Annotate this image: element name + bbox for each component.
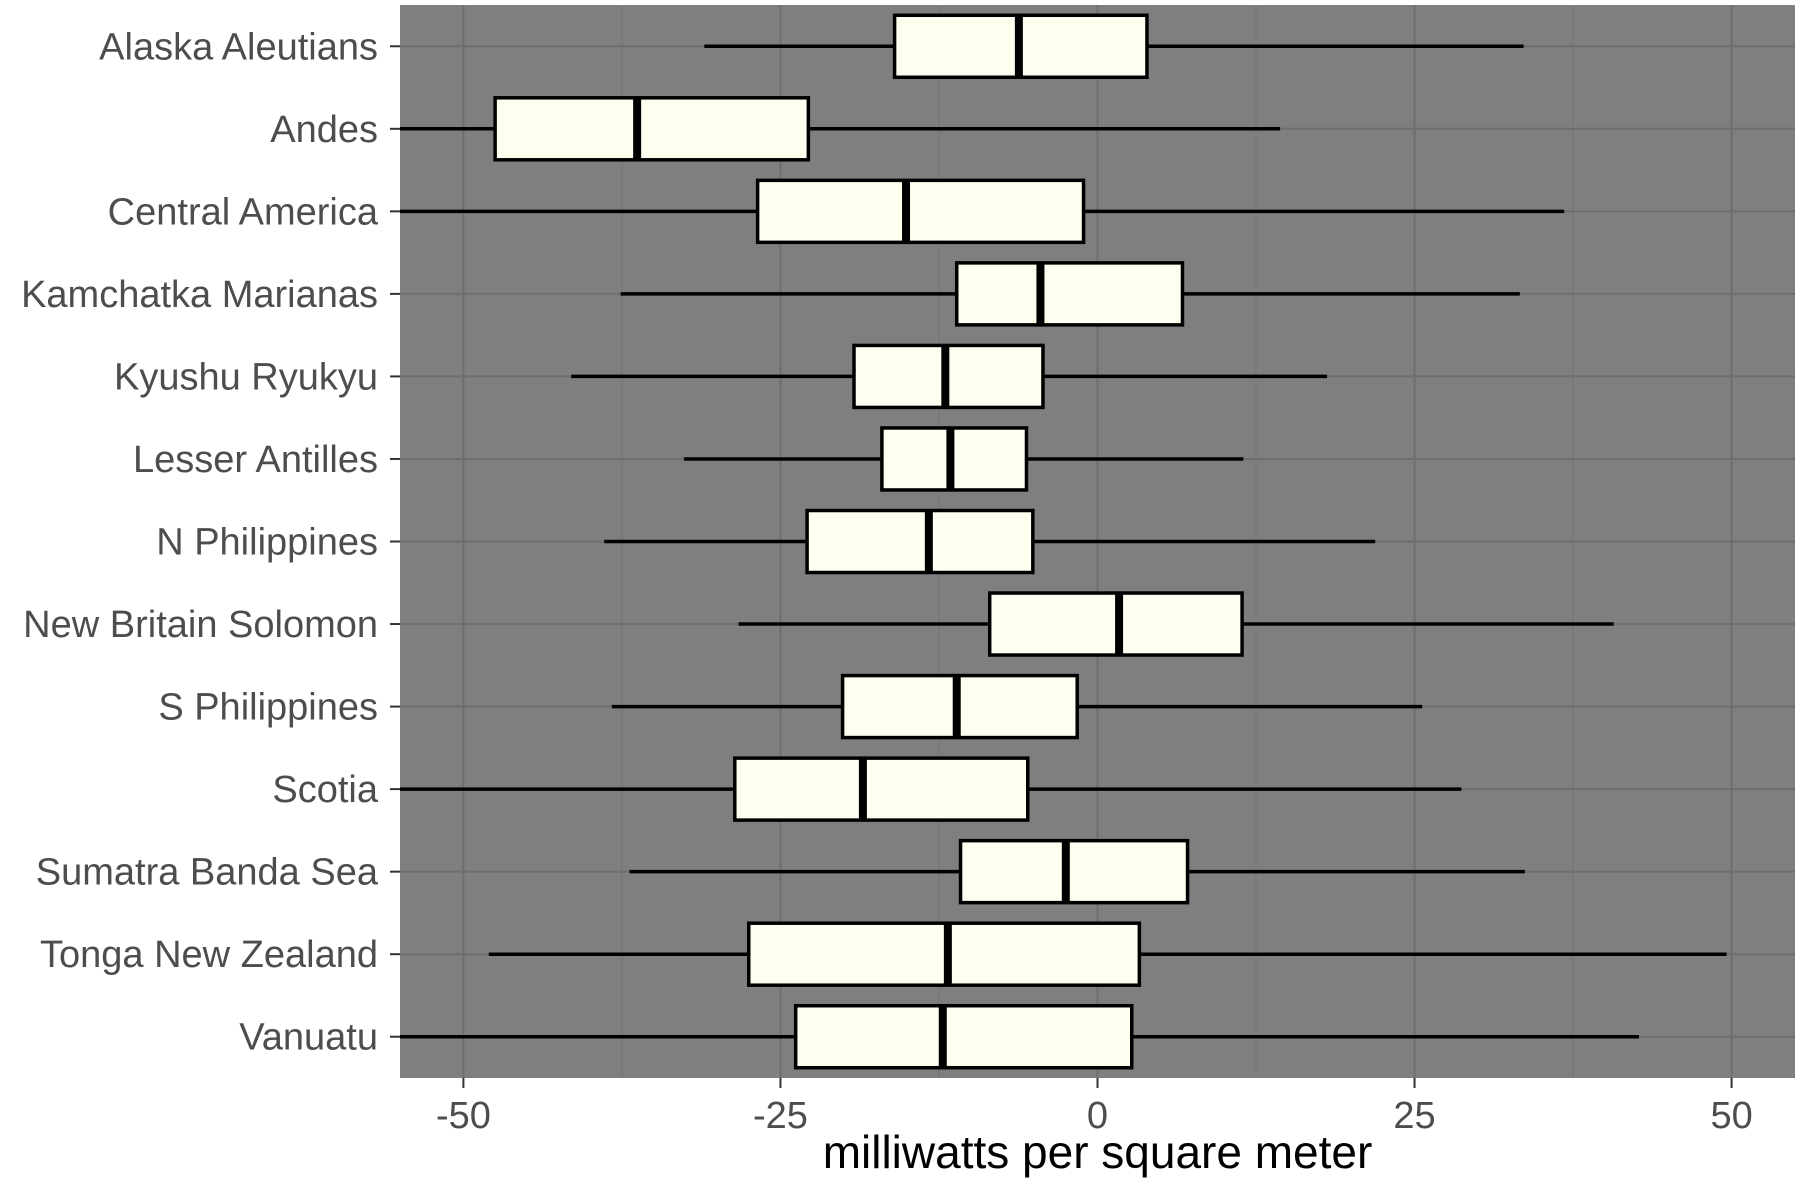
box-group [604, 508, 1376, 575]
box [755, 178, 1086, 245]
x-tick-label: 25 [1393, 1095, 1435, 1137]
box-group [738, 591, 1614, 657]
box-marks [400, 13, 1727, 1070]
box [733, 756, 1030, 822]
y-tick-label: Kamchatka Marianas [21, 274, 378, 316]
box [958, 838, 1190, 905]
y-tick-label: N Philippines [156, 522, 378, 564]
box [954, 261, 1185, 327]
box [793, 1003, 1134, 1070]
box-group [684, 426, 1244, 492]
box-group [400, 178, 1565, 245]
y-tick-label: Kyushu Ryukyu [114, 356, 378, 398]
x-tick-label: -50 [436, 1095, 491, 1137]
y-axis: Alaska Aleutians Andes Central America Kamc… [21, 26, 400, 1059]
y-tick-label: Sumatra Banda Sea [36, 852, 379, 894]
y-tick-label: Central America [108, 191, 379, 233]
box-group [611, 673, 1423, 740]
y-tick-label: Lesser Antilles [133, 439, 378, 481]
y-tick-label: Alaska Aleutians [99, 26, 378, 68]
box-group [400, 96, 1281, 162]
y-tick-label: Scotia [272, 769, 378, 811]
box-group [400, 756, 1462, 822]
y-tick-label: Andes [270, 109, 378, 151]
box-group [620, 261, 1520, 327]
y-tick-label: Tonga New Zealand [40, 934, 378, 976]
x-tick-label: -25 [753, 1095, 808, 1137]
box-group [571, 343, 1328, 410]
x-tick-label: 0 [1087, 1095, 1108, 1137]
box-group [704, 13, 1524, 80]
y-tick-label: Vanuatu [239, 1017, 378, 1059]
x-axis: -50 -25 0 25 50 [436, 1078, 1753, 1137]
box [493, 96, 811, 162]
y-tick-label: New Britain Solomon [23, 604, 378, 646]
box-group [629, 838, 1525, 905]
x-tick-label: 50 [1710, 1095, 1752, 1137]
box-group [400, 1003, 1640, 1070]
y-tick-label: S Philippines [158, 687, 378, 729]
box [805, 508, 1035, 575]
box-group [488, 921, 1727, 987]
x-axis-title: milliwatts per square meter [823, 1126, 1373, 1178]
